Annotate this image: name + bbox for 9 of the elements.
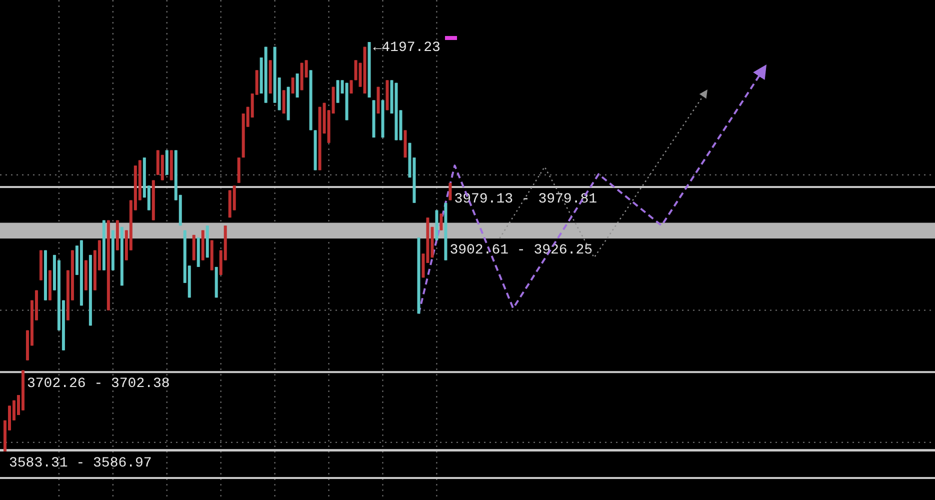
candlestick xyxy=(440,213,443,231)
band-label: 3902.61 - 3926.25 xyxy=(450,242,593,259)
band-label: 3583.31 - 3586.97 xyxy=(9,455,152,472)
band-label: 3702.26 - 3702.38 xyxy=(26,376,170,392)
band-label: 3979.13 - 3979.81 xyxy=(454,191,598,208)
candlestick xyxy=(282,90,286,114)
annotation: ←4197.23 xyxy=(373,40,440,56)
candlestick xyxy=(350,80,353,94)
candlestick xyxy=(291,78,294,94)
